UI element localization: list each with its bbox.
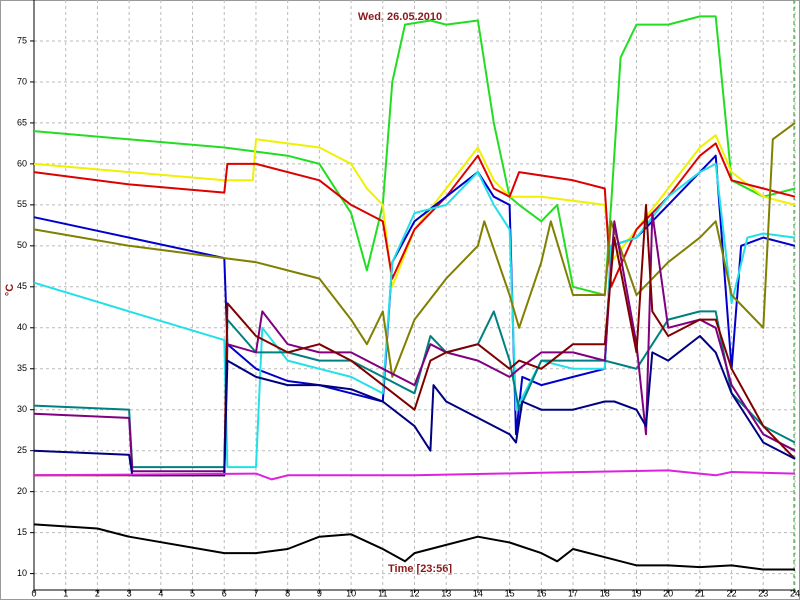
- x-tick-label: 13: [441, 588, 451, 598]
- x-tick-label: 15: [505, 588, 515, 598]
- x-tick-label: 10: [346, 588, 356, 598]
- series-line: [33, 469, 796, 481]
- chart-title: Wed, 26.05.2010: [358, 11, 442, 23]
- x-tick-label: 19: [631, 588, 641, 598]
- x-tick-label: 14: [473, 588, 483, 598]
- x-tick-label: 4: [158, 588, 163, 598]
- series-line: [33, 134, 796, 288]
- y-tick-label: 15: [17, 527, 27, 537]
- x-tick-label: 17: [568, 588, 578, 598]
- y-tick-label: 55: [17, 199, 27, 209]
- y-tick-label: 20: [17, 486, 27, 496]
- y-tick-label: 25: [17, 445, 27, 455]
- x-tick-label: 20: [663, 588, 673, 598]
- y-tick-label: 45: [17, 281, 27, 291]
- x-tick-label: 24: [790, 588, 800, 598]
- x-tick-label: 3: [127, 588, 132, 598]
- series-line: [33, 523, 795, 571]
- x-tick-label: 0: [31, 588, 36, 598]
- x-tick-label: 8: [285, 588, 290, 598]
- y-tick-label: 10: [17, 568, 27, 578]
- x-tick-label: 12: [409, 588, 419, 598]
- series-line: [33, 162, 796, 469]
- x-tick-label: 23: [758, 588, 768, 598]
- x-tick-label: 9: [317, 588, 322, 598]
- series-line: [33, 154, 796, 436]
- y-tick-label: 70: [17, 76, 27, 86]
- x-tick-label: 1: [63, 588, 68, 598]
- x-axis-label: Time [23:56]: [388, 563, 452, 575]
- y-tick-label: 50: [17, 240, 27, 250]
- series-line: [33, 212, 796, 473]
- series-line: [33, 122, 796, 378]
- x-tick-label: 5: [190, 588, 195, 598]
- x-tick-label: 22: [727, 588, 737, 598]
- series-line: [33, 335, 796, 477]
- y-tick-label: 30: [17, 404, 27, 414]
- y-tick-label: 75: [17, 35, 27, 45]
- x-tick-label: 18: [600, 588, 610, 598]
- y-tick-label: 35: [17, 363, 27, 373]
- x-tick-label: 16: [536, 588, 546, 598]
- y-axis-label: °C: [4, 284, 16, 296]
- y-tick-label: 65: [17, 117, 27, 127]
- x-tick-label: 2: [95, 588, 100, 598]
- series-line: [33, 142, 796, 288]
- x-tick-label: 11: [378, 588, 387, 598]
- x-tick-label: 6: [222, 588, 227, 598]
- x-tick-label: 7: [253, 588, 258, 598]
- x-tick-label: 21: [695, 588, 705, 598]
- y-tick-label: 60: [17, 158, 27, 168]
- y-tick-label: 40: [17, 322, 27, 332]
- series-line: [34, 203, 796, 477]
